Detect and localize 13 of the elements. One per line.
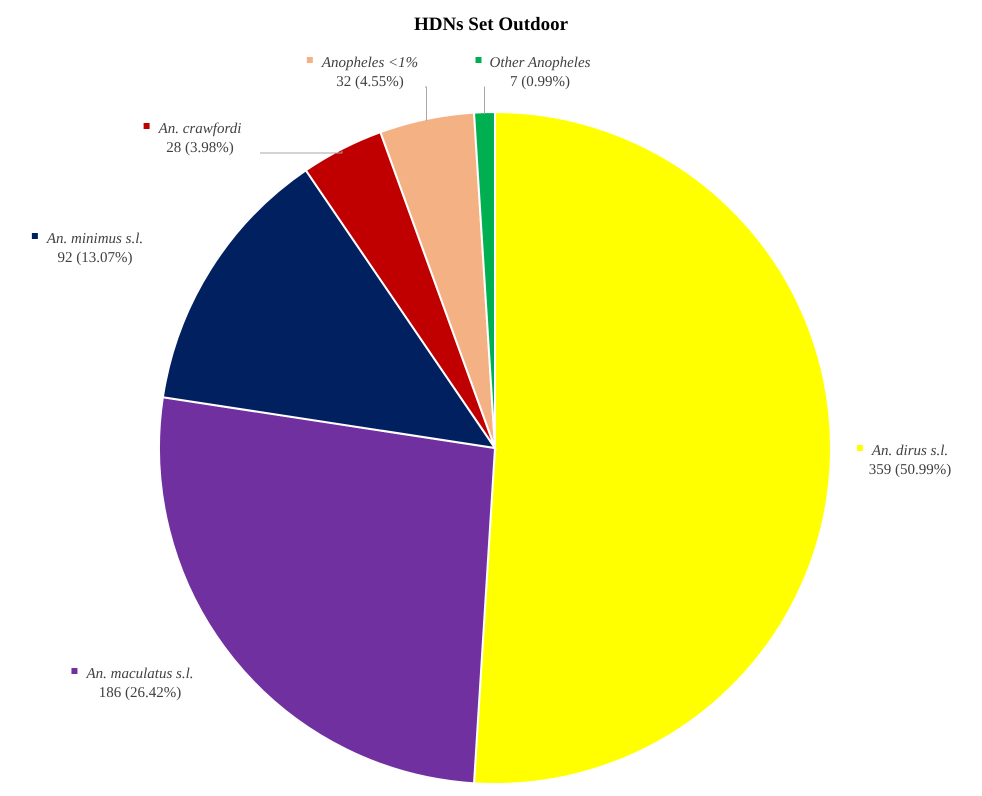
legend-label: An. dirus s.l. xyxy=(870,443,948,459)
legend-label: An. minimus s.l. xyxy=(46,231,144,247)
chart-title: HDNs Set Outdoor xyxy=(414,14,569,35)
data-label: 186 (26.42%) xyxy=(98,685,182,701)
data-label: 359 (50.99%) xyxy=(868,462,952,478)
data-label: 32 (4.55%) xyxy=(336,74,404,90)
data-label: 28 (3.98%) xyxy=(166,140,234,156)
legend-label: Other Anopheles xyxy=(490,55,591,71)
data-label: 7 (0.99%) xyxy=(510,74,570,90)
data-label: 92 (13.07%) xyxy=(58,250,132,266)
legend-label: An. crawfordi xyxy=(158,121,242,137)
legend-label: Anopheles <1% xyxy=(320,55,418,71)
legend-label: An. maculatus s.l. xyxy=(85,666,194,682)
